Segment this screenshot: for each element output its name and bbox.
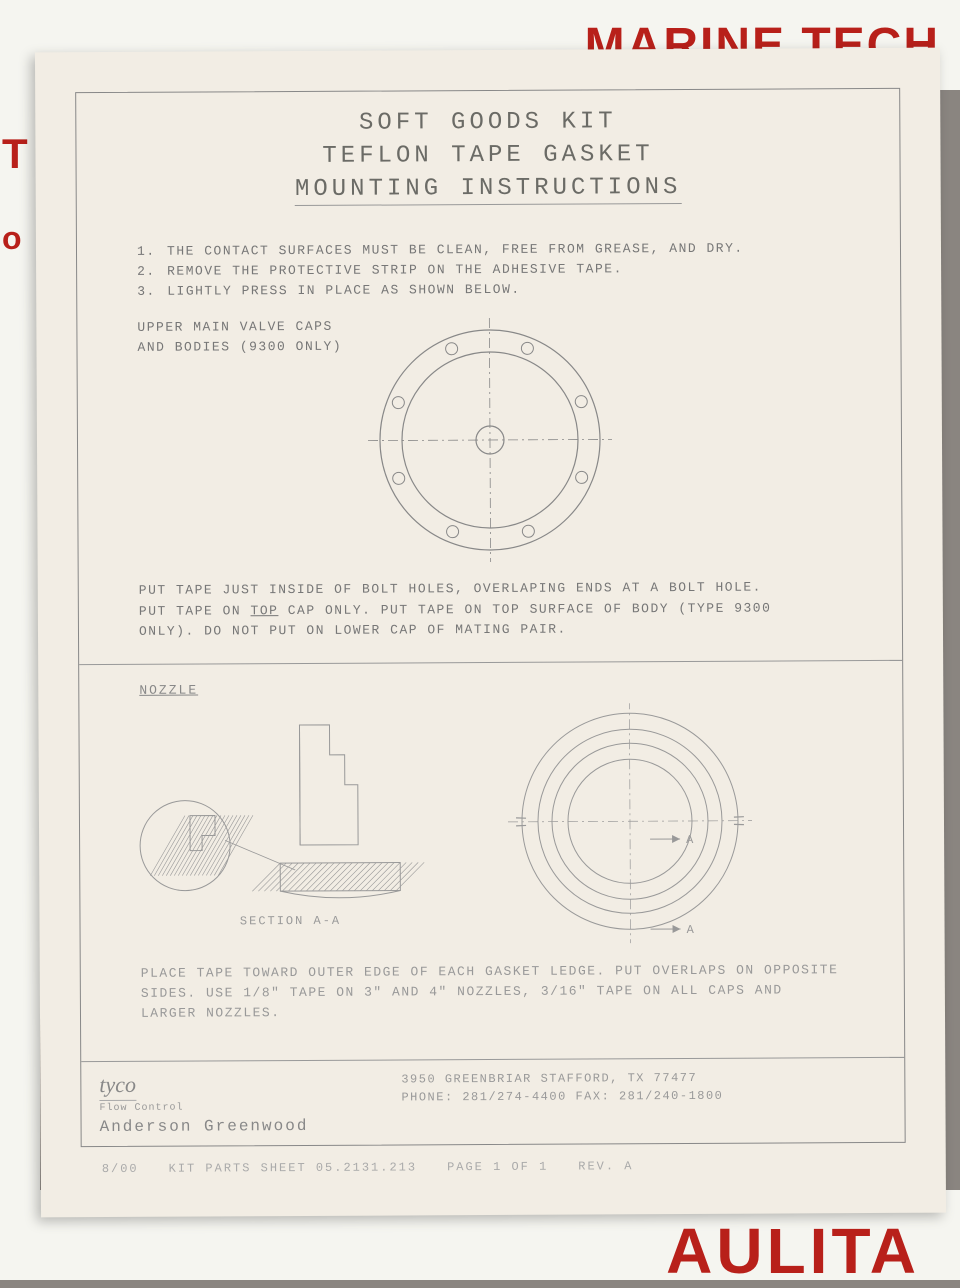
addr-line-2: PHONE: 281/274-4400 FAX: 281/240-1800 [401,1087,723,1107]
sheet-pre: KIT PARTS SHEET [169,1161,316,1176]
instruction-text: REMOVE THE PROTECTIVE STRIP ON THE ADHES… [167,259,623,282]
sheet-no: 05.2131.213 [316,1160,417,1175]
instruction-text: THE CONTACT SURFACES MUST BE CLEAN, FREE… [167,239,744,262]
company-address: 3950 GREENBRIAR STAFFORD, TX 77477 PHONE… [401,1069,723,1107]
instruction-text: LIGHTLY PRESS IN PLACE AS SHOWN BELOW. [167,280,521,302]
footer-meta: 8/00 KIT PARTS SHEET 05.2131.213 PAGE 1 … [82,1158,905,1176]
instruction-list: 1. THE CONTACT SURFACES MUST BE CLEAN, F… [137,238,840,302]
footer-date: 8/00 [102,1162,139,1176]
footer-page: PAGE 1 OF 1 [447,1160,548,1175]
title-line-2: TEFLON TAPE GASKET [76,140,899,171]
flange-diagram [349,315,630,566]
bg-bottom-text: AULITA [666,1214,920,1288]
company-name: Anderson Greenwood [100,1114,887,1136]
title-line-3: MOUNTING INSTRUCTIONS [295,174,682,206]
addr-line-1: 3950 GREENBRIAR STAFFORD, TX 77477 [401,1069,723,1089]
instruction-sheet: SOFT GOODS KIT TEFLON TAPE GASKET MOUNTI… [35,48,946,1218]
instruction-num: 3. [137,282,153,302]
paragraph-2: PLACE TAPE TOWARD OUTER EDGE OF EACH GAS… [141,960,844,1024]
paragraph-1: PUT TAPE JUST INSIDE OF BOLT HOLES, OVER… [139,578,842,642]
bg-left-letter-2: o [2,220,22,257]
footer-rev: REV. A [578,1159,633,1173]
svg-text:A: A [687,923,695,937]
title-block: SOFT GOODS KIT TEFLON TAPE GASKET MOUNTI… [76,89,900,207]
section-label: SECTION A-A [130,913,450,929]
nozzle-ring-diagram: AA [479,702,780,944]
nozzle-section-diagram [129,704,450,906]
nozzle-diagrams-row: SECTION A-A AA [129,702,873,946]
instruction-num: 1. [137,242,153,262]
para1-underline: TOP [250,603,278,618]
footer-sheet: KIT PARTS SHEET 05.2131.213 [169,1160,418,1175]
instruction-row: 3. LIGHTLY PRESS IN PLACE AS SHOWN BELOW… [137,278,840,302]
nozzle-label: NOZZLE [139,679,902,698]
page-frame: SOFT GOODS KIT TEFLON TAPE GASKET MOUNTI… [75,88,906,1147]
divider-line [79,660,902,665]
bg-left-letter-1: T [2,130,28,178]
title-line-1: SOFT GOODS KIT [76,107,899,138]
instruction-row: 1. THE CONTACT SURFACES MUST BE CLEAN, F… [137,238,840,262]
nozzle-section-col: SECTION A-A [129,704,450,929]
tyco-logo: tyco [99,1072,136,1101]
instruction-num: 2. [137,262,153,282]
background-left-strip: T o [0,90,40,1190]
footer-block: tyco Flow Control Anderson Greenwood 395… [81,1057,904,1146]
svg-text:A: A [686,833,694,847]
